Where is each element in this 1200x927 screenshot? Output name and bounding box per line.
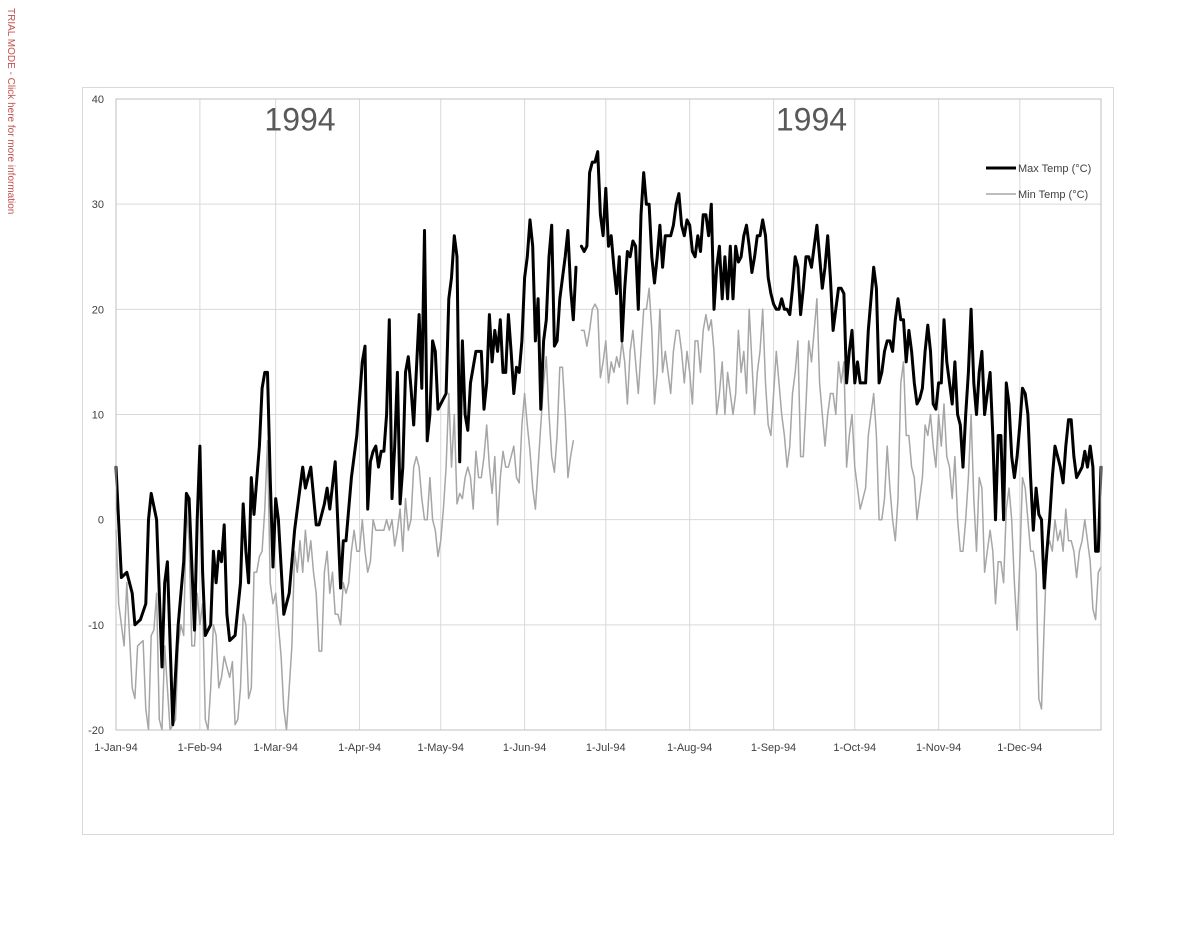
year-annotations: 1994 1994 — [264, 102, 847, 138]
gridlines — [115, 98, 1101, 731]
trial-mode-watermark[interactable]: TRIAL MODE - Click here for more informa… — [5, 8, 16, 215]
x-tick-label: 1-Mar-94 — [253, 742, 298, 754]
x-tick-label: 1-Feb-94 — [178, 742, 223, 754]
min-temp-line — [580, 287, 1102, 710]
y-tick-label: -10 — [88, 620, 104, 632]
chart-legend: Max Temp (°C) Min Temp (°C) — [986, 163, 1091, 201]
legend-max-label: Max Temp (°C) — [1018, 163, 1091, 175]
x-tick-label: 1-Sep-94 — [751, 742, 796, 754]
max-temp-line — [579, 150, 1103, 590]
x-tick-label: 1-Nov-94 — [916, 742, 961, 754]
x-tick-label: 1-May-94 — [417, 742, 463, 754]
y-tick-label: 0 — [98, 515, 104, 527]
series-lines — [114, 150, 1103, 731]
x-tick-label: 1-Jun-94 — [503, 742, 546, 754]
y-axis-ticks: -20 -10 0 10 20 30 40 — [88, 94, 104, 737]
year-annotation: 1994 — [264, 102, 335, 138]
y-tick-label: 30 — [92, 199, 104, 211]
x-tick-label: 1-Oct-94 — [833, 742, 876, 754]
max-temp-line — [114, 218, 578, 727]
legend-min-label: Min Temp (°C) — [1018, 189, 1088, 201]
y-tick-label: -20 — [88, 725, 104, 737]
x-axis-ticks: 1-Jan-94 1-Feb-94 1-Mar-94 1-Apr-94 1-May-94… — [94, 742, 1042, 754]
min-temp-line — [115, 355, 575, 731]
chart-frame — [82, 87, 1114, 835]
y-tick-label: 40 — [92, 94, 104, 106]
x-tick-label: 1-Dec-94 — [997, 742, 1042, 754]
x-tick-label: 1-Jul-94 — [586, 742, 626, 754]
x-tick-label: 1-Jan-94 — [94, 742, 137, 754]
plot-area-border — [115, 98, 1102, 731]
year-annotation: 1994 — [776, 102, 847, 138]
x-tick-label: 1-Apr-94 — [338, 742, 381, 754]
x-tick-label: 1-Aug-94 — [667, 742, 712, 754]
y-tick-label: 20 — [92, 304, 104, 316]
y-tick-label: 10 — [92, 410, 104, 422]
